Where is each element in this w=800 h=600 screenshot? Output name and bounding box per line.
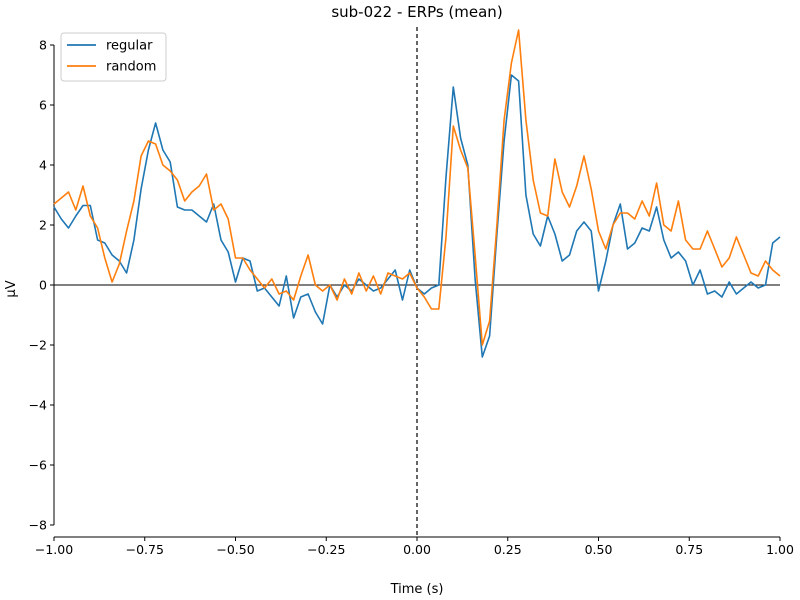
x-tick-label: 0.25 <box>494 542 522 557</box>
y-tick-label: −6 <box>29 458 47 473</box>
x-tick-label: 0.75 <box>675 542 703 557</box>
x-tick-label: −1.00 <box>35 542 73 557</box>
y-tick-label: −4 <box>29 398 47 413</box>
x-tick-label: 0.00 <box>403 542 431 557</box>
y-tick-label: 2 <box>39 218 47 233</box>
chart-title: sub-022 - ERPs (mean) <box>331 3 502 21</box>
legend-label-random: random <box>106 60 156 75</box>
series-line-random <box>53 29 781 346</box>
y-tick-label: 0 <box>39 278 47 293</box>
y-axis-title: µV <box>4 280 19 297</box>
x-tick-label: −0.75 <box>126 542 164 557</box>
y-tick-label: −8 <box>29 518 47 533</box>
x-tick-label: 1.00 <box>766 542 794 557</box>
y-tick-label: 4 <box>39 158 47 173</box>
x-tick-label: 0.50 <box>585 542 613 557</box>
y-tick-label: 6 <box>39 98 47 113</box>
legend-label-regular: regular <box>106 39 153 54</box>
x-tick-label: −0.50 <box>216 542 254 557</box>
y-tick-label: 8 <box>39 38 47 53</box>
reference-lines <box>54 27 780 537</box>
x-tick-label: −0.25 <box>307 542 345 557</box>
legend: regular random <box>60 32 167 82</box>
y-tick-label: −2 <box>29 338 47 353</box>
data-series <box>53 29 781 358</box>
x-axis-title: Time (s) <box>390 582 444 597</box>
axes: −1.00 −0.75 −0.50 −0.25 0.00 0.25 0.50 0.75 1.00… <box>29 38 794 558</box>
